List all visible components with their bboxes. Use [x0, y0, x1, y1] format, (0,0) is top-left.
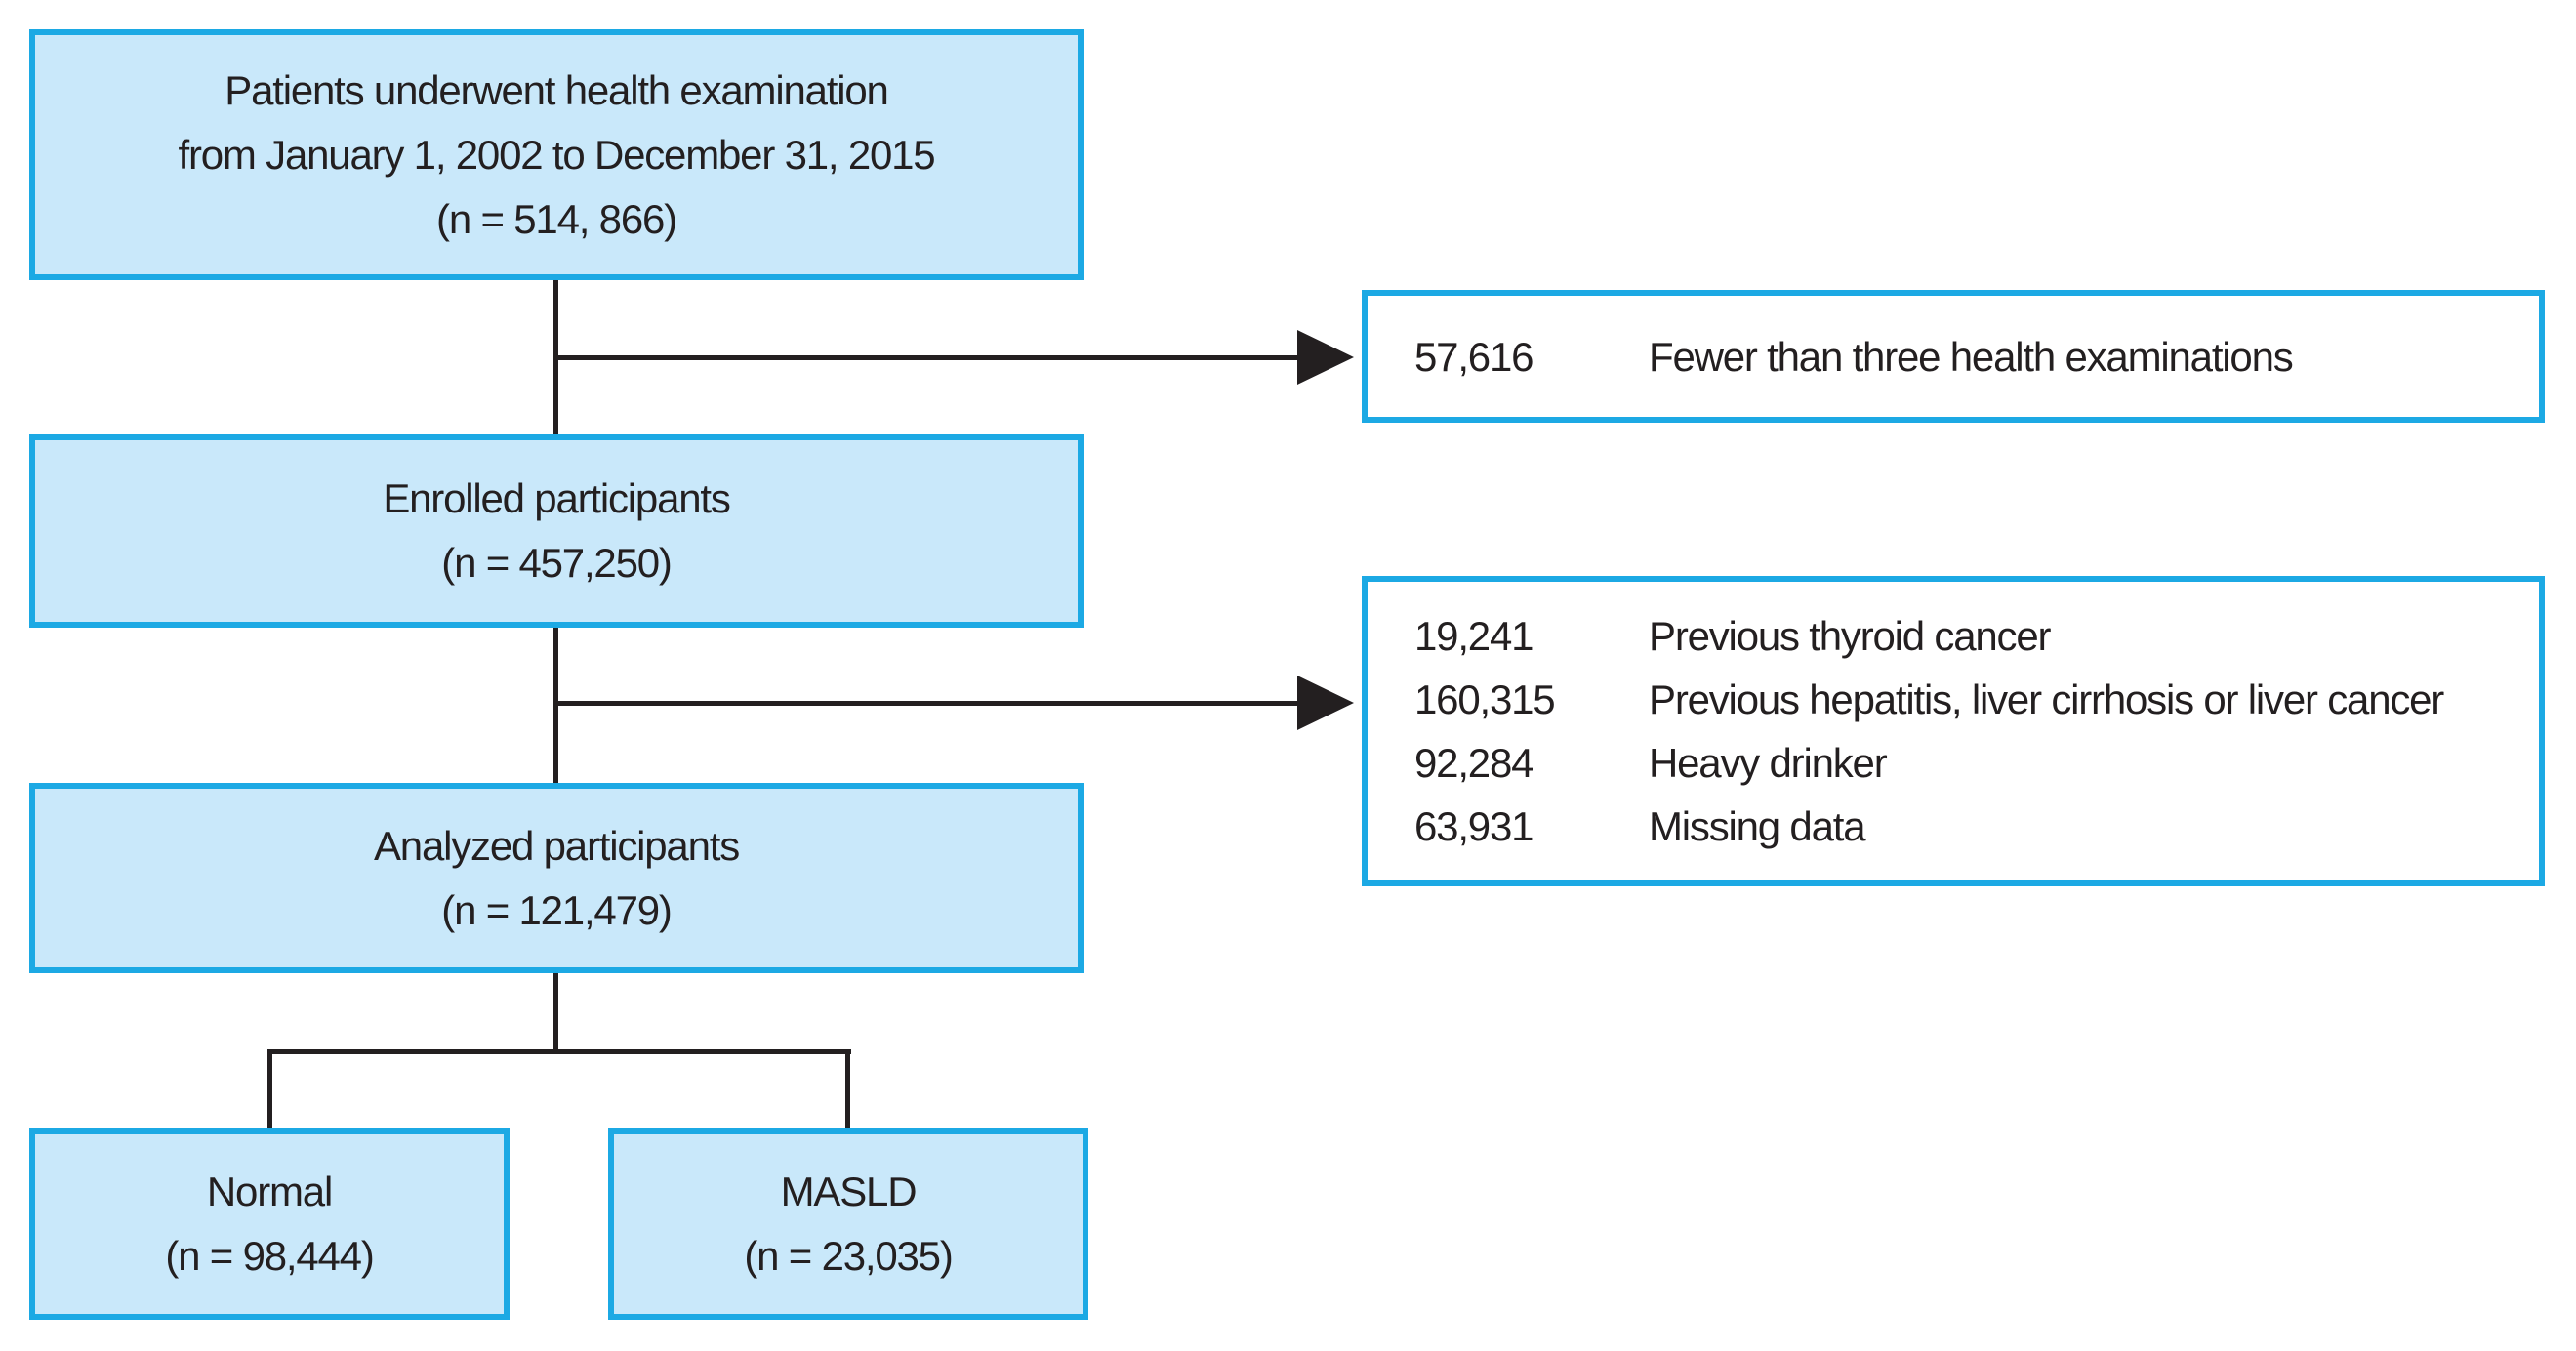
exclusion-reason: Missing data — [1649, 803, 1866, 849]
enrolled-participants-box: Enrolled participants (n = 457,250) — [29, 434, 1084, 628]
exclusion-reason: Previous thyroid cancer — [1649, 613, 2051, 659]
normal-group-box: Normal (n = 98,444) — [29, 1128, 510, 1320]
patients-box-count: (n = 514, 866) — [436, 195, 677, 242]
exclusion-row: 57,616 Fewer than three health examinati… — [1414, 325, 2539, 389]
patients-box-line2: from January 1, 2002 to December 31, 201… — [178, 131, 936, 178]
normal-box-count: (n = 98,444) — [165, 1233, 374, 1279]
exclusion-count: 63,931 — [1414, 803, 1533, 849]
exclusion-reason: Heavy drinker — [1649, 740, 1888, 786]
exclusion-reason: Fewer than three health examinations — [1649, 333, 2294, 380]
exclusion-count: 19,241 — [1414, 613, 1533, 659]
connector-split-bar — [267, 1049, 851, 1054]
connector-analyzed-to-split — [553, 973, 558, 1054]
exclusion-reason: Previous hepatitis, liver cirrhosis or l… — [1649, 676, 2444, 722]
patients-box-line1: Patients underwent health examination — [225, 66, 889, 113]
exclusion-box-1: 57,616 Fewer than three health examinati… — [1362, 290, 2545, 423]
exclusion-row: 63,931 Missing data — [1414, 795, 2539, 858]
exclusion-count: 57,616 — [1414, 333, 1533, 380]
connector-arrow2-shaft — [553, 701, 1297, 706]
connector-arrow1-shaft — [553, 355, 1297, 360]
exclusion-count: 160,315 — [1414, 676, 1556, 722]
exclusion-count: 92,284 — [1414, 740, 1533, 786]
enrolled-box-count: (n = 457,250) — [441, 540, 673, 586]
analyzed-box-count: (n = 121,479) — [441, 886, 673, 933]
enrolled-box-label: Enrolled participants — [383, 475, 731, 521]
exclusion-row: 160,315 Previous hepatitis, liver cirrho… — [1414, 668, 2539, 731]
exclusion-row: 92,284 Heavy drinker — [1414, 731, 2539, 795]
masld-box-count: (n = 23,035) — [744, 1233, 953, 1279]
normal-box-label: Normal — [206, 1168, 333, 1214]
analyzed-participants-box: Analyzed participants (n = 121,479) — [29, 783, 1084, 973]
masld-group-box: MASLD (n = 23,035) — [608, 1128, 1088, 1320]
connector-split-to-masld — [845, 1049, 850, 1128]
patients-examination-box: Patients underwent health examination fr… — [29, 29, 1084, 280]
arrowhead-right-icon — [1297, 330, 1354, 385]
connector-split-to-normal — [267, 1049, 272, 1128]
exclusion-row: 19,241 Previous thyroid cancer — [1414, 604, 2539, 668]
exclusion-box-2: 19,241 Previous thyroid cancer 160,315 P… — [1362, 576, 2545, 886]
arrowhead-right-icon — [1297, 676, 1354, 730]
analyzed-box-label: Analyzed participants — [373, 822, 740, 869]
masld-box-label: MASLD — [780, 1168, 918, 1214]
